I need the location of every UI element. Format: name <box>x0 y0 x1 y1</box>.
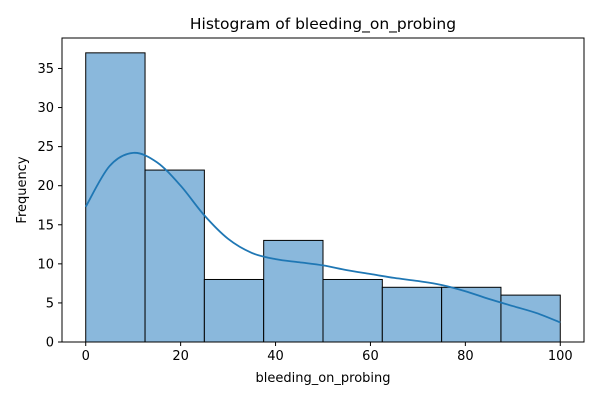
histogram-bar-2 <box>144 169 205 343</box>
y-tick-label: 35 <box>37 62 54 77</box>
y-tick-label: 0 <box>46 336 54 351</box>
x-tick-label: 100 <box>548 349 573 364</box>
y-tick-label: 10 <box>37 257 54 272</box>
y-tick-label: 30 <box>37 101 54 116</box>
histogram-bar-6 <box>381 286 443 343</box>
x-tick-label: 20 <box>172 349 189 364</box>
histogram-bar-7 <box>441 286 502 343</box>
x-tick-label: 60 <box>362 349 379 364</box>
y-axis-label: Frequency <box>15 156 30 223</box>
x-tick-label: 40 <box>267 349 284 364</box>
kde-curve-group <box>84 151 561 324</box>
chart-title: Histogram of bleeding_on_probing <box>190 15 456 34</box>
histogram-bar-1 <box>85 52 146 343</box>
plot-frame <box>61 37 585 343</box>
kde-line <box>84 151 561 324</box>
y-tick-label: 5 <box>46 296 54 311</box>
x-axis: 0 20 40 60 80 100 <box>82 342 573 364</box>
x-axis-label: bleeding_on_probing <box>255 371 390 386</box>
x-tick-label: 0 <box>82 349 90 364</box>
histogram-bar-4 <box>263 239 324 343</box>
histogram-bar-3 <box>203 278 265 343</box>
y-axis: 0 5 10 15 20 25 30 35 <box>37 62 62 351</box>
x-tick-label: 80 <box>457 349 474 364</box>
histogram-bars <box>85 52 561 343</box>
y-tick-label: 25 <box>37 140 54 155</box>
y-tick-label: 15 <box>37 218 54 233</box>
y-tick-label: 20 <box>37 179 54 194</box>
histogram-bar-5 <box>322 278 383 343</box>
